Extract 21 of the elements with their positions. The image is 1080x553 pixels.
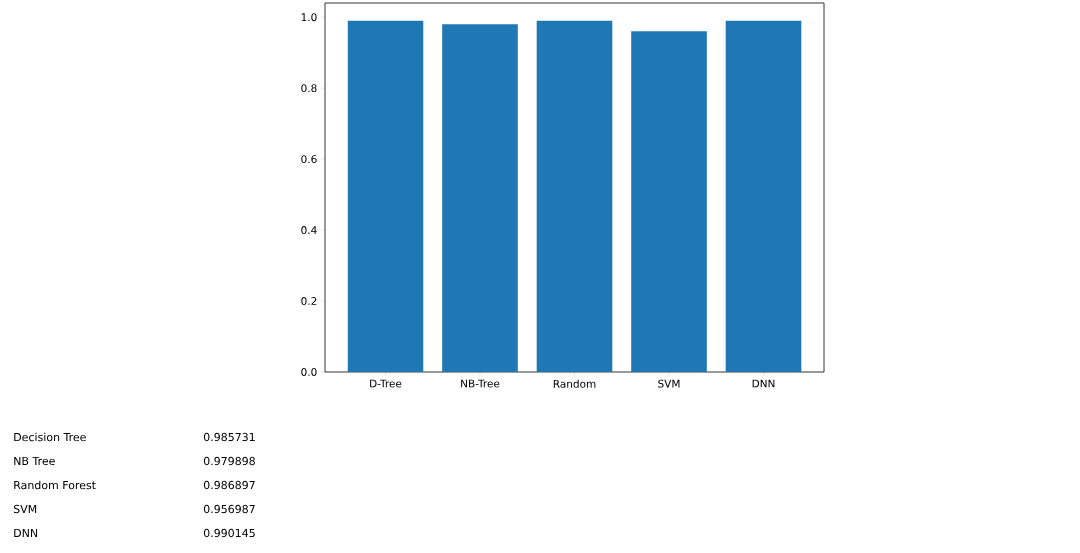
text: 0.986897: [203, 480, 255, 490]
text: Decision Tree: [14, 432, 86, 442]
x-tick-label: Random: [553, 379, 596, 388]
text: 0.990145: [203, 528, 255, 538]
x-tick-label: NB-Tree: [461, 379, 500, 388]
y-tick-label: 1.0: [301, 13, 317, 22]
text: Random Forest: [14, 480, 96, 490]
x-tick-label: DNN: [752, 379, 775, 388]
text: 0.979898: [203, 456, 255, 466]
text: NB Tree: [14, 456, 55, 466]
text: SVM: [13, 504, 37, 514]
x-tick-label: D-Tree: [370, 379, 402, 388]
y-tick-label: 0.6: [301, 155, 317, 164]
text: 0.956987: [203, 504, 255, 514]
x-tick-label: SVM: [658, 379, 680, 388]
y-tick-label: 0.8: [301, 84, 317, 93]
y-tick-label: 0.2: [301, 297, 317, 305]
y-tick-label: 0.0: [301, 368, 317, 376]
text: 0.985731: [203, 432, 255, 442]
y-tick-label: 0.4: [301, 226, 317, 235]
text: DNN: [14, 528, 38, 537]
